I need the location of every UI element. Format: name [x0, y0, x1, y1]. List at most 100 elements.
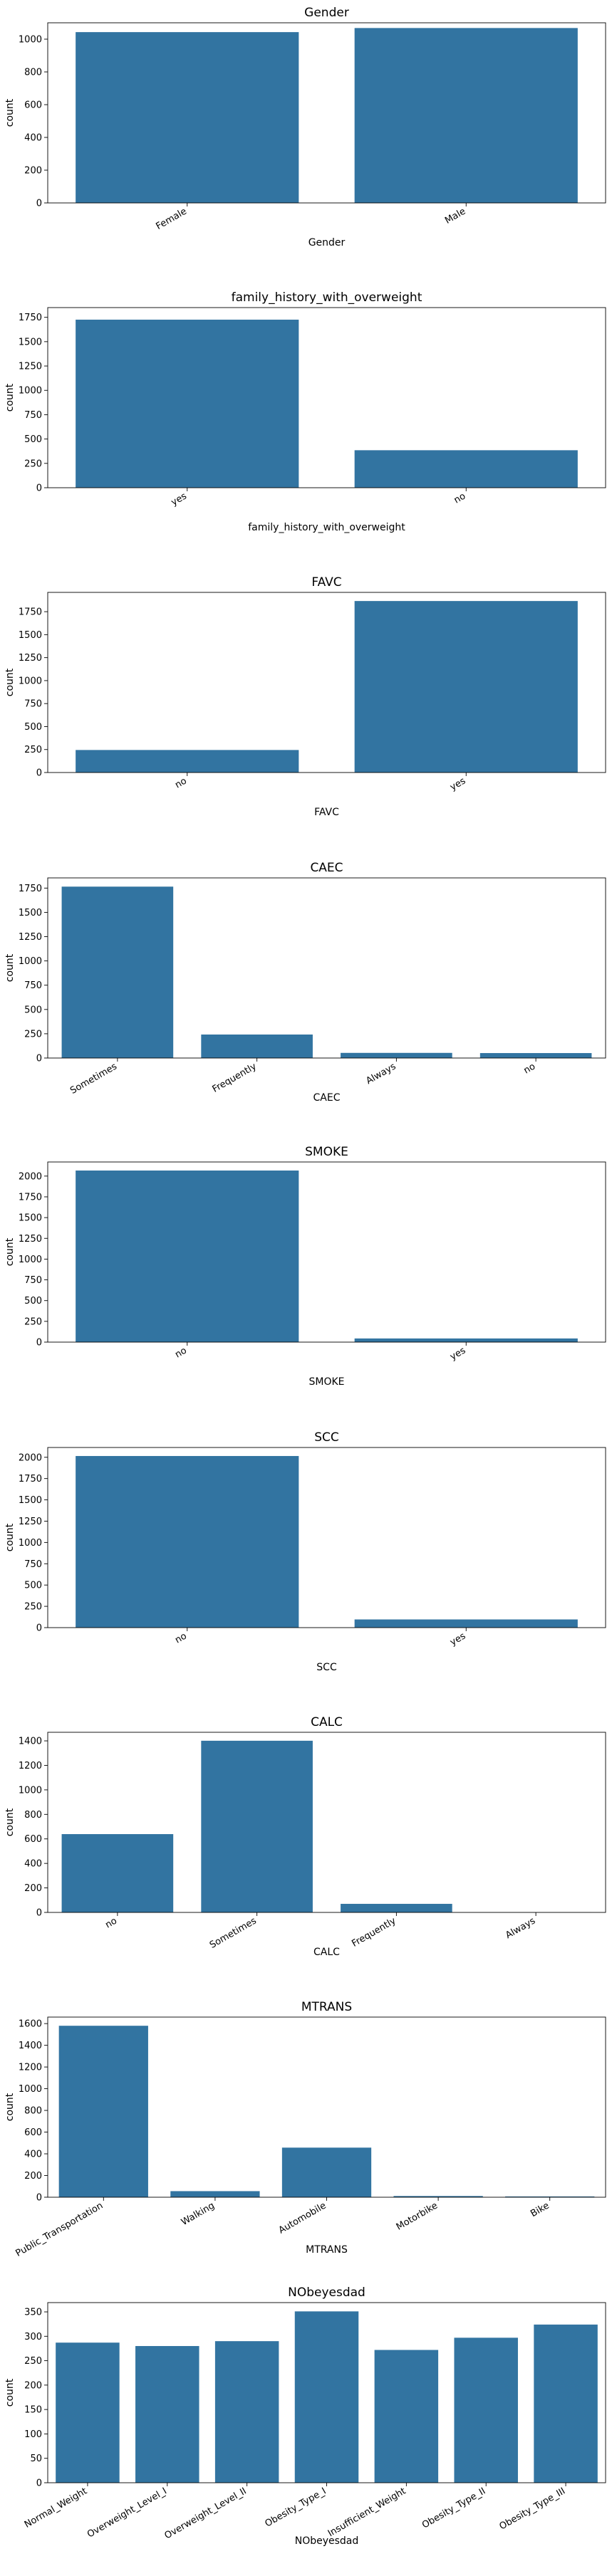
- x-axis-label: SMOKE: [308, 1376, 344, 1388]
- chart-5: SCC 0 250 500 750 1000 1250 1500 1750 2000 no yes SC…: [4, 1430, 606, 1673]
- y-tick-label: 1250: [19, 653, 42, 664]
- bar-walking: [170, 2191, 260, 2197]
- y-tick-label: 1000: [19, 1785, 42, 1796]
- chart-title: FAVC: [311, 575, 341, 590]
- y-tick-label: 500: [24, 434, 42, 445]
- x-tick-label: Normal_Weight: [23, 2486, 89, 2530]
- bar-frequently: [201, 1034, 313, 1058]
- y-tick-label: 750: [24, 410, 42, 421]
- x-tick-label: Sometimes: [208, 1915, 259, 1951]
- y-tick-label: 200: [24, 2171, 42, 2182]
- bar-public_transportation: [58, 2026, 148, 2197]
- y-tick-label: 600: [24, 1834, 42, 1845]
- y-tick-label: 750: [24, 980, 42, 991]
- x-tick-label: no: [522, 1061, 538, 1076]
- x-tick-label: no: [173, 1630, 189, 1645]
- x-tick-label: Bike: [529, 2200, 551, 2219]
- bar-normal_weight: [56, 2342, 120, 2483]
- chart-title: CALC: [311, 1715, 343, 1729]
- bar-no: [354, 450, 578, 488]
- y-tick-label: 200: [24, 2380, 42, 2391]
- bar-obesity_type_ii: [454, 2337, 518, 2483]
- y-tick-label: 600: [24, 100, 42, 111]
- chart-title: family_history_with_overweight: [232, 290, 422, 305]
- chart-title: CAEC: [310, 861, 343, 875]
- y-tick-label: 1750: [19, 1192, 42, 1203]
- bar-sometimes: [201, 1740, 313, 1912]
- chart-title: SMOKE: [305, 1145, 348, 1159]
- y-tick-label: 500: [24, 1296, 42, 1307]
- y-axis-label: count: [4, 668, 16, 696]
- y-axis-label: count: [4, 383, 16, 412]
- bar-motorbike: [393, 2196, 483, 2197]
- x-tick-label: yes: [448, 1345, 467, 1362]
- x-tick-label: no: [452, 491, 468, 506]
- y-tick-label: 0: [36, 1623, 42, 1634]
- bar-no: [76, 1455, 299, 1628]
- y-tick-label: 750: [24, 699, 42, 710]
- y-tick-label: 0: [36, 199, 42, 209]
- y-tick-label: 1750: [19, 313, 42, 323]
- y-axis-label: count: [4, 1523, 16, 1551]
- x-tick-label: Always: [364, 1061, 398, 1087]
- y-tick-label: 1250: [19, 1234, 42, 1245]
- x-axis-label: FAVC: [314, 807, 339, 818]
- y-tick-label: 1500: [19, 337, 42, 347]
- bar-overweight_level_i: [135, 2346, 199, 2483]
- y-tick-label: 200: [24, 1883, 42, 1894]
- y-tick-label: 0: [36, 768, 42, 779]
- y-tick-label: 1000: [19, 1538, 42, 1549]
- x-tick-label: yes: [448, 1630, 467, 1648]
- y-axis-label: count: [4, 98, 16, 127]
- y-tick-label: 1500: [19, 1495, 42, 1506]
- y-tick-label: 1500: [19, 908, 42, 918]
- x-axis-label: family_history_with_overweight: [248, 522, 405, 533]
- y-tick-label: 400: [24, 1859, 42, 1870]
- y-tick-label: 1250: [19, 362, 42, 372]
- y-tick-label: 1500: [19, 1213, 42, 1224]
- x-axis-label: SCC: [316, 1662, 337, 1673]
- y-tick-label: 350: [24, 2308, 42, 2318]
- y-tick-label: 800: [24, 1810, 42, 1821]
- chart-4: SMOKE 0 250 500 750 1000 1250 1500 1750 2000 no yes…: [4, 1145, 606, 1388]
- y-tick-label: 1400: [19, 1737, 42, 1747]
- y-tick-label: 750: [24, 1275, 42, 1286]
- y-tick-label: 2000: [19, 1452, 42, 1463]
- y-tick-label: 250: [24, 1316, 42, 1327]
- bar-no: [61, 1834, 174, 1912]
- y-tick-label: 1000: [19, 676, 42, 686]
- x-axis-label: NObeyesdad: [295, 2535, 359, 2547]
- y-tick-label: 0: [36, 483, 42, 494]
- y-tick-label: 100: [24, 2429, 42, 2440]
- x-tick-label: Motorbike: [395, 2200, 440, 2232]
- y-tick-label: 1250: [19, 932, 42, 943]
- y-tick-label: 1600: [19, 2019, 42, 2030]
- bar-insufficient_weight: [374, 2350, 439, 2483]
- axes-frame: [47, 1732, 606, 1913]
- y-tick-label: 300: [24, 2332, 42, 2342]
- x-tick-label: Obesity_Type_I: [264, 2486, 328, 2529]
- x-tick-label: no: [173, 775, 189, 790]
- axes-frame: [47, 1161, 606, 1343]
- x-tick-label: Insufficient_Weight: [326, 2486, 408, 2539]
- x-tick-label: Frequently: [350, 1915, 398, 1949]
- bar-automobile: [281, 2147, 372, 2197]
- x-tick-label: Walking: [180, 2200, 217, 2228]
- y-axis-label: count: [4, 953, 16, 982]
- y-tick-label: 400: [24, 133, 42, 144]
- chart-0: Gender 0 200 400 600 800 1000 Female Male Gender c…: [4, 6, 606, 248]
- y-tick-label: 500: [24, 1005, 42, 1015]
- chart-8: NObeyesdad 0 50 100 150 200 250 300 350 Normal_We…: [4, 2286, 606, 2547]
- y-tick-label: 1400: [19, 2041, 42, 2051]
- bar-yes: [76, 319, 299, 488]
- y-axis-label: count: [4, 2378, 16, 2407]
- x-tick-label: no: [173, 1345, 189, 1360]
- chart-title: NObeyesdad: [288, 2286, 365, 2300]
- y-tick-label: 250: [24, 2356, 42, 2367]
- y-tick-label: 1000: [19, 2084, 42, 2095]
- chart-7: MTRANS 0 200 400 600 800 1000 1200 1400 1600 Publi…: [4, 2000, 606, 2259]
- x-tick-label: yes: [170, 491, 189, 508]
- x-tick-label: Overweight_Level_II: [162, 2486, 248, 2541]
- y-axis-label: count: [4, 1808, 16, 1836]
